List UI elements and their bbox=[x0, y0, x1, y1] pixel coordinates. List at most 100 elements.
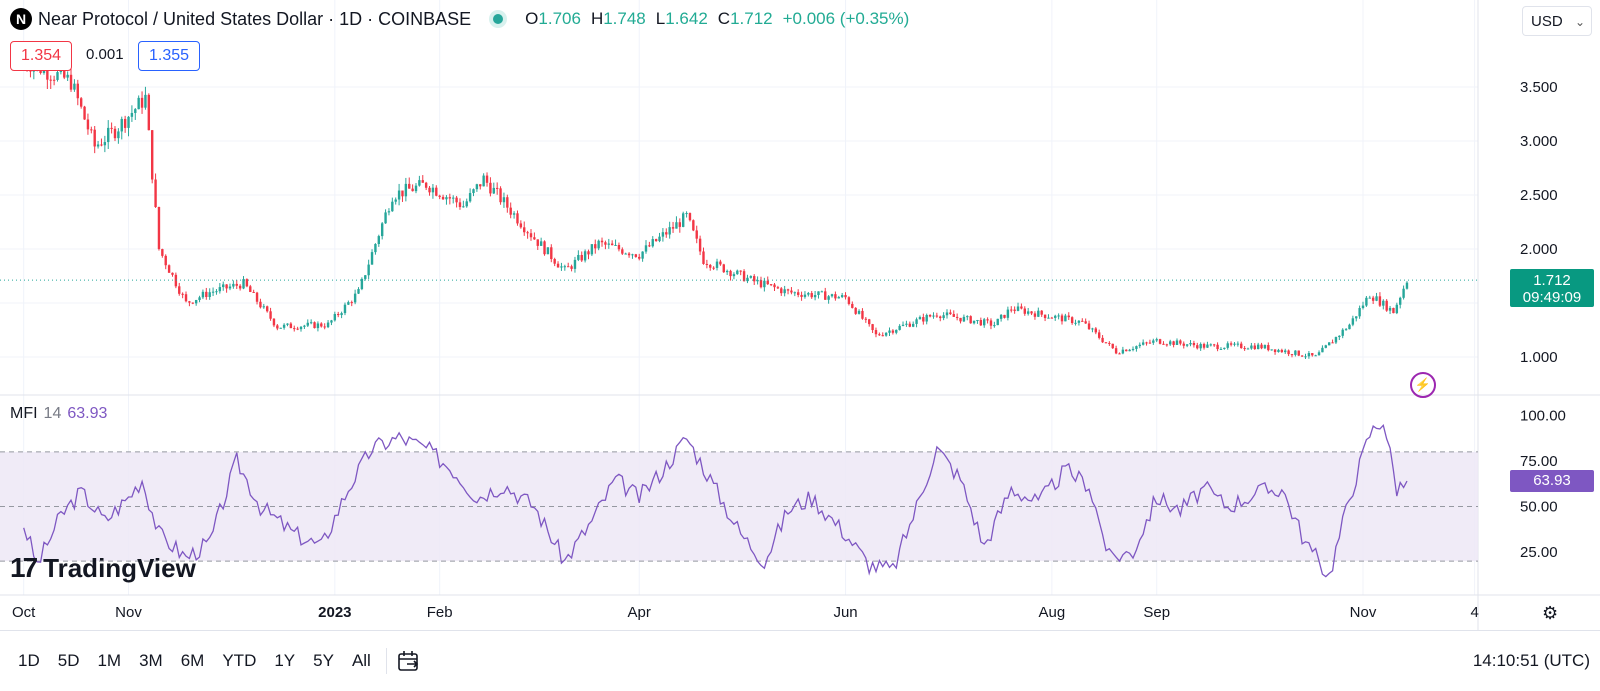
candle-body bbox=[1263, 345, 1267, 349]
candle-body bbox=[1331, 342, 1334, 344]
range-1d[interactable]: 1D bbox=[18, 651, 40, 670]
candle-body bbox=[340, 313, 343, 316]
candle-body bbox=[245, 279, 249, 287]
candle-body bbox=[719, 261, 722, 265]
range-5d[interactable]: 5D bbox=[57, 651, 80, 670]
candle-body bbox=[452, 197, 455, 199]
candle-body bbox=[1182, 343, 1185, 346]
tradingview-logo-icon: 17 bbox=[10, 552, 38, 583]
candle-body bbox=[901, 324, 905, 326]
near-logo-icon: N bbox=[10, 8, 32, 30]
candle-body bbox=[925, 315, 928, 322]
market-status-icon[interactable] bbox=[493, 14, 504, 24]
candle-body bbox=[847, 297, 851, 304]
candle-body bbox=[49, 79, 52, 81]
candle-body bbox=[529, 233, 533, 238]
candle-body bbox=[1294, 350, 1297, 355]
lightning-icon[interactable]: ⚡ bbox=[1410, 372, 1436, 398]
candle-body bbox=[871, 324, 874, 331]
candle-body bbox=[1064, 315, 1067, 322]
range-3m[interactable]: 3M bbox=[139, 651, 163, 670]
last-price-tag: 1.712 09:49:09 bbox=[1510, 269, 1594, 308]
candle-body bbox=[827, 296, 830, 300]
candle-body bbox=[475, 184, 479, 190]
settings-gear-icon[interactable]: ⚙ bbox=[1542, 603, 1559, 623]
candle-body bbox=[441, 196, 445, 200]
candle-body bbox=[93, 129, 96, 147]
candle-body bbox=[330, 320, 333, 323]
symbol-title[interactable]: Near Protocol / United States Dollar · 1… bbox=[38, 8, 472, 29]
mfi-legend[interactable]: MFI 14 63.93 bbox=[10, 405, 107, 423]
candle-body bbox=[648, 245, 651, 247]
candle-body bbox=[1135, 346, 1138, 349]
candle-body bbox=[188, 301, 191, 303]
candle-body bbox=[228, 286, 232, 289]
candle-body bbox=[1304, 356, 1307, 358]
candle-body bbox=[485, 175, 489, 183]
candle-body bbox=[1300, 355, 1304, 357]
candle-body bbox=[597, 240, 600, 249]
candle-body bbox=[309, 322, 313, 324]
candle-body bbox=[861, 310, 864, 319]
candle-body bbox=[661, 232, 665, 237]
calendar-goto-icon[interactable] bbox=[395, 648, 423, 674]
candle-body bbox=[418, 180, 421, 186]
price-axis-label: 2.500 bbox=[1520, 187, 1558, 204]
candle-body bbox=[512, 213, 516, 215]
tradingview-watermark[interactable]: 17 TradingView bbox=[10, 552, 196, 584]
candle-body bbox=[272, 318, 276, 326]
candle-body bbox=[198, 297, 201, 301]
range-all[interactable]: All bbox=[351, 651, 371, 670]
candle-body bbox=[1020, 306, 1023, 309]
candle-body bbox=[164, 255, 167, 266]
range-5y[interactable]: 5Y bbox=[313, 651, 334, 670]
candle-body bbox=[1395, 304, 1399, 314]
candle-body bbox=[184, 294, 188, 302]
time-axis-label: Jun bbox=[833, 604, 857, 621]
candle-body bbox=[1385, 300, 1388, 311]
candle-body bbox=[742, 271, 746, 282]
candle-body bbox=[996, 318, 999, 326]
range-6m[interactable]: 6M bbox=[180, 651, 205, 670]
range-ytd[interactable]: YTD bbox=[222, 651, 257, 670]
sell-price-button[interactable]: 1.354 bbox=[10, 41, 73, 71]
utc-clock[interactable]: 14:10:51 (UTC) bbox=[1472, 651, 1590, 670]
candle-body bbox=[617, 244, 621, 250]
candle-body bbox=[753, 276, 756, 282]
range-1y[interactable]: 1Y bbox=[274, 651, 296, 670]
candle-body bbox=[353, 293, 357, 303]
candle-body bbox=[979, 320, 983, 326]
candle-body bbox=[1277, 349, 1280, 353]
candle-body bbox=[380, 223, 384, 237]
candle-body bbox=[935, 315, 939, 317]
range-1m[interactable]: 1M bbox=[97, 651, 122, 670]
candle-body bbox=[222, 284, 225, 288]
candle-body bbox=[577, 254, 580, 260]
buy-price-button[interactable]: 1.355 bbox=[138, 41, 201, 71]
candle-body bbox=[790, 290, 793, 293]
candle-body bbox=[631, 254, 634, 256]
candle-body bbox=[610, 243, 614, 246]
candle-body bbox=[90, 129, 93, 131]
candle-body bbox=[411, 188, 414, 192]
candle-body bbox=[800, 294, 803, 297]
candle-body bbox=[695, 230, 698, 239]
candle-body bbox=[232, 283, 235, 287]
time-axis-label: Oct bbox=[12, 604, 36, 621]
mfi-period: 14 bbox=[43, 405, 62, 422]
candle-body bbox=[1192, 343, 1196, 346]
candle-body bbox=[688, 213, 692, 221]
mfi-axis-label: 75.00 bbox=[1520, 453, 1558, 470]
candle-body bbox=[218, 287, 222, 292]
candle-body bbox=[949, 312, 952, 315]
candle-body bbox=[1348, 324, 1351, 330]
candle-body bbox=[1314, 355, 1317, 357]
candle-body bbox=[895, 329, 898, 333]
currency-select[interactable]: USD ⌄ bbox=[1522, 6, 1592, 36]
candle-body bbox=[1169, 341, 1172, 345]
chart-canvas[interactable]: 3.500 3.000 2.500 2.000 1.000 Oct Nov 2023 Feb Ap… bbox=[0, 0, 1600, 631]
candle-body bbox=[1074, 322, 1077, 324]
candle-body bbox=[276, 325, 279, 329]
candle-body bbox=[52, 79, 56, 81]
low-value: 1.642 bbox=[665, 9, 708, 28]
